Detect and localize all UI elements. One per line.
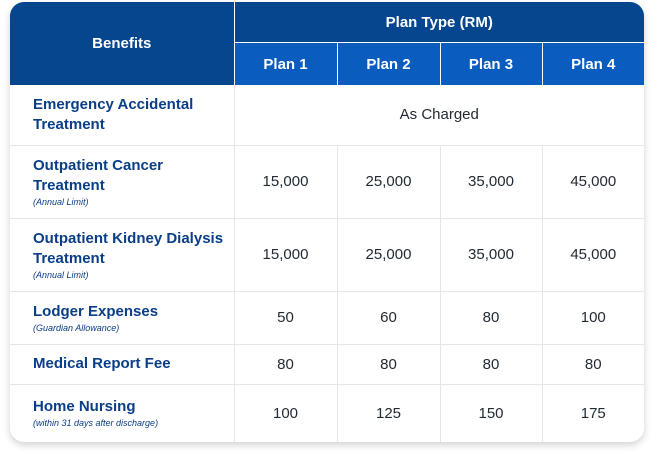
value-cell: 15,000	[234, 218, 338, 292]
benefits-header: Benefits	[10, 2, 235, 85]
value-cell: 25,000	[337, 218, 441, 292]
as-charged-cell: As Charged	[234, 85, 644, 146]
table-row: Emergency Accidental Treatment As Charge…	[10, 85, 644, 146]
benefit-note: (Guardian Allowance)	[33, 322, 120, 333]
benefit-name: Outpatient Cancer Treatment	[33, 156, 164, 194]
plan-3-header: Plan 3	[440, 42, 543, 85]
benefit-note: (within 31 days after discharge)	[33, 418, 159, 429]
benefit-cell: Outpatient Cancer Treatment (Annual Limi…	[10, 145, 235, 219]
benefit-name: Emergency Accidental Treatment	[33, 95, 194, 133]
table-row: Medical Report Fee 80 80 80 80	[10, 344, 644, 385]
table-row: Outpatient Kidney Dialysis Treatment (An…	[10, 218, 644, 292]
value-cell: 35,000	[440, 145, 543, 219]
value-cell: 175	[580, 404, 606, 422]
benefit-name: Lodger Expenses	[33, 302, 159, 320]
value-cell: 25,000	[337, 145, 441, 219]
benefit-note: (Annual Limit)	[33, 269, 89, 280]
plan-1-header: Plan 1	[234, 42, 338, 85]
benefit-note: (Annual Limit)	[33, 196, 89, 207]
value-cell: 100	[234, 384, 338, 442]
value-cell: 80	[542, 344, 644, 385]
benefits-table-card: Benefits Plan Type (RM) Plan 1 Plan 2 Pl…	[10, 2, 644, 442]
value-cell: 80	[337, 344, 441, 385]
value-cell: 100	[542, 291, 644, 345]
plan-4-header: Plan 4	[542, 42, 644, 85]
value-cell: 80	[440, 291, 543, 345]
value-cell: 80	[234, 344, 338, 385]
value-cell: 125	[337, 384, 441, 442]
value-cell: 150	[440, 384, 543, 442]
benefit-name: Home Nursing	[33, 398, 136, 416]
benefit-cell: Emergency Accidental Treatment	[10, 85, 235, 146]
value-cell: 45,000	[542, 218, 644, 292]
benefit-name: Outpatient Kidney Dialysis Treatment	[33, 229, 224, 267]
table-row: Lodger Expenses (Guardian Allowance) 50 …	[10, 291, 644, 345]
value-cell: 80	[440, 344, 543, 385]
value-cell: 50	[234, 291, 338, 345]
benefits-table: Benefits Plan Type (RM) Plan 1 Plan 2 Pl…	[10, 2, 644, 442]
plan-2-header: Plan 2	[337, 42, 441, 85]
value-cell: 45,000	[542, 145, 644, 219]
value-cell: 15,000	[234, 145, 338, 219]
table-row: Outpatient Cancer Treatment (Annual Limi…	[10, 145, 644, 219]
value-cell: 60	[337, 291, 441, 345]
value-cell: 35,000	[440, 218, 543, 292]
benefit-name: Medical Report Fee	[33, 355, 171, 372]
benefit-cell: Lodger Expenses (Guardian Allowance)	[10, 291, 235, 345]
benefit-cell: Outpatient Kidney Dialysis Treatment (An…	[10, 218, 235, 292]
benefit-cell: Home Nursing (within 31 days after disch…	[10, 384, 235, 442]
table-row: Home Nursing (within 31 days after disch…	[10, 384, 644, 442]
plan-type-header: Plan Type (RM)	[234, 2, 644, 43]
benefit-cell: Medical Report Fee	[10, 344, 235, 385]
